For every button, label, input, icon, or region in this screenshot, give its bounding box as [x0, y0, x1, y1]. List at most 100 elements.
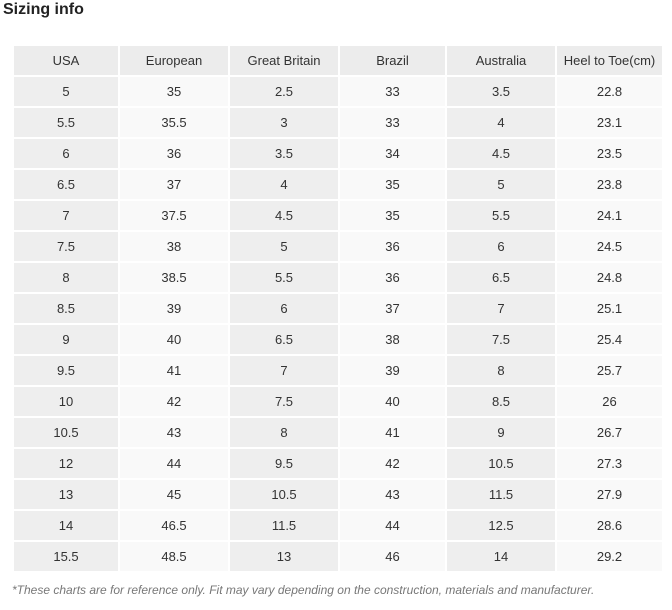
cell: 12 — [12, 447, 120, 480]
cell: 24.8 — [555, 261, 664, 294]
cell: 7.5 — [228, 385, 340, 418]
cell: 45 — [118, 478, 230, 511]
cell: 43 — [118, 416, 230, 449]
cell: 7 — [228, 354, 340, 387]
cell: 38.5 — [118, 261, 230, 294]
row: 9.5 41 7 39 8 25.7 — [12, 354, 664, 387]
cell: 39 — [338, 354, 447, 387]
header-row: USA European Great Britain Brazil Australia H… — [12, 44, 664, 77]
cell: 42 — [118, 385, 230, 418]
row: 5.5 35.5 3 33 4 23.1 — [12, 106, 664, 139]
row: 7 37.5 4.5 35 5.5 24.1 — [12, 199, 664, 232]
cell: 27.3 — [555, 447, 664, 480]
cell: 35 — [338, 168, 447, 201]
cell: 5 — [228, 230, 340, 263]
cell: 7.5 — [445, 323, 557, 356]
cell: 41 — [118, 354, 230, 387]
cell: 42 — [338, 447, 447, 480]
cell: 7 — [445, 292, 557, 325]
cell: 33 — [338, 75, 447, 108]
row: 15.5 48.5 13 46 14 29.2 — [12, 540, 664, 573]
row: 8.5 39 6 37 7 25.1 — [12, 292, 664, 325]
cell: 37.5 — [118, 199, 230, 232]
row: 12 44 9.5 42 10.5 27.3 — [12, 447, 664, 480]
cell: 15.5 — [12, 540, 120, 573]
cell: 5.5 — [228, 261, 340, 294]
cell: 4 — [228, 168, 340, 201]
cell: 14 — [445, 540, 557, 573]
cell: 46 — [338, 540, 447, 573]
cell: 11.5 — [228, 509, 340, 542]
cell: 35 — [338, 199, 447, 232]
cell: 36 — [338, 261, 447, 294]
cell: 3 — [228, 106, 340, 139]
header-cell: USA — [12, 44, 120, 77]
cell: 44 — [118, 447, 230, 480]
cell: 10.5 — [445, 447, 557, 480]
cell: 46.5 — [118, 509, 230, 542]
cell: 25.4 — [555, 323, 664, 356]
cell: 11.5 — [445, 478, 557, 511]
cell: 39 — [118, 292, 230, 325]
row: 10 42 7.5 40 8.5 26 — [12, 385, 664, 418]
cell: 6.5 — [12, 168, 120, 201]
row: 8 38.5 5.5 36 6.5 24.8 — [12, 261, 664, 294]
cell: 23.8 — [555, 168, 664, 201]
cell: 22.8 — [555, 75, 664, 108]
footnote: *These charts are for reference only. Fi… — [12, 583, 595, 597]
table-body: USA European Great Britain Brazil Australia H… — [12, 44, 664, 573]
cell: 48.5 — [118, 540, 230, 573]
cell: 24.1 — [555, 199, 664, 232]
cell: 36 — [118, 137, 230, 170]
cell: 34 — [338, 137, 447, 170]
row: 14 46.5 11.5 44 12.5 28.6 — [12, 509, 664, 542]
cell: 37 — [338, 292, 447, 325]
cell: 8 — [228, 416, 340, 449]
cell: 5.5 — [12, 106, 120, 139]
cell: 4.5 — [228, 199, 340, 232]
cell: 25.7 — [555, 354, 664, 387]
cell: 36 — [338, 230, 447, 263]
cell: 12.5 — [445, 509, 557, 542]
cell: 10.5 — [228, 478, 340, 511]
row: 6.5 37 4 35 5 23.8 — [12, 168, 664, 201]
cell: 40 — [118, 323, 230, 356]
cell: 3.5 — [445, 75, 557, 108]
cell: 5 — [12, 75, 120, 108]
cell: 7.5 — [12, 230, 120, 263]
cell: 8 — [12, 261, 120, 294]
cell: 43 — [338, 478, 447, 511]
cell: 35.5 — [118, 106, 230, 139]
cell: 8 — [445, 354, 557, 387]
cell: 35 — [118, 75, 230, 108]
header-cell: European — [118, 44, 230, 77]
cell: 14 — [12, 509, 120, 542]
cell: 6.5 — [228, 323, 340, 356]
cell: 40 — [338, 385, 447, 418]
cell: 26 — [555, 385, 664, 418]
cell: 8.5 — [12, 292, 120, 325]
cell: 10 — [12, 385, 120, 418]
cell: 2.5 — [228, 75, 340, 108]
row: 5 35 2.5 33 3.5 22.8 — [12, 75, 664, 108]
cell: 13 — [228, 540, 340, 573]
title: Sizing info — [3, 1, 84, 18]
cell: 6 — [12, 137, 120, 170]
header-cell: Great Britain — [228, 44, 340, 77]
cell: 10.5 — [12, 416, 120, 449]
cell: 37 — [118, 168, 230, 201]
cell: 24.5 — [555, 230, 664, 263]
cell: 41 — [338, 416, 447, 449]
cell: 29.2 — [555, 540, 664, 573]
cell: 9 — [445, 416, 557, 449]
cell: 6.5 — [445, 261, 557, 294]
cell: 25.1 — [555, 292, 664, 325]
header-cell: Heel to Toe(cm) — [555, 44, 664, 77]
cell: 9.5 — [228, 447, 340, 480]
cell: 8.5 — [445, 385, 557, 418]
cell: 4.5 — [445, 137, 557, 170]
cell: 27.9 — [555, 478, 664, 511]
row: 10.5 43 8 41 9 26.7 — [12, 416, 664, 449]
cell: 5 — [445, 168, 557, 201]
